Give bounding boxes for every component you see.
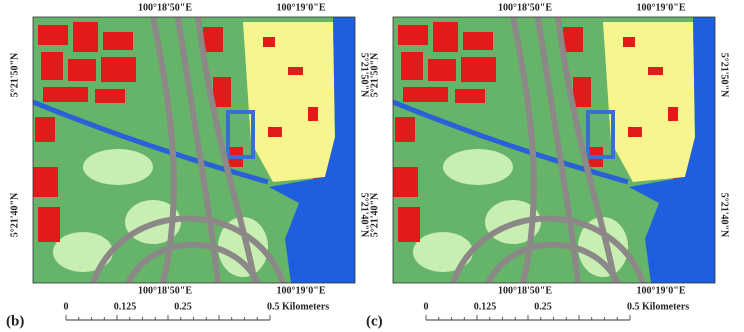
panel-label: (b) <box>6 313 24 329</box>
scale-label: 0.125 <box>474 301 497 312</box>
longitude-label: 100°18'50"E <box>138 285 192 296</box>
latitude-label: 5°21'50"N <box>719 53 730 98</box>
latitude-label: 5°21'40"N <box>719 193 730 238</box>
latitude-label: 5°21'50"N <box>9 52 20 97</box>
latitude-label: 5°21'50"N <box>359 53 370 98</box>
scale-label: 0 <box>64 301 69 312</box>
scale-label: 0.5 Kilometers <box>267 301 329 312</box>
latitude-label: 5°21'40"N <box>369 192 380 237</box>
longitude-label: 100°18'50"E <box>138 2 192 13</box>
scale-label: 0.125 <box>114 301 137 312</box>
map-image <box>393 17 715 283</box>
latitude-label: 5°21'40"N <box>359 193 370 238</box>
longitude-label: 100°19'0"E <box>637 2 686 13</box>
latitude-label: 5°21'40"N <box>9 192 20 237</box>
scale-label: 0.25 <box>174 301 192 312</box>
longitude-label: 100°18'50"E <box>498 285 552 296</box>
longitude-label: 100°19'0"E <box>637 285 686 296</box>
latitude-label: 5°21'50"N <box>369 52 380 97</box>
figure: 100°18'50"E 100°18'50"E 100°19'0"E 100°19'0… <box>0 0 744 332</box>
longitude-label: 100°19'0"E <box>277 2 326 13</box>
longitude-label: 100°19'0"E <box>277 285 326 296</box>
scale-label: 0.25 <box>534 301 552 312</box>
panel-label: (c) <box>366 313 383 329</box>
scale-label: 0 <box>424 301 429 312</box>
longitude-label: 100°18'50"E <box>498 2 552 13</box>
scale-label: 0.5 Kilometers <box>627 301 689 312</box>
map-image <box>33 17 355 283</box>
